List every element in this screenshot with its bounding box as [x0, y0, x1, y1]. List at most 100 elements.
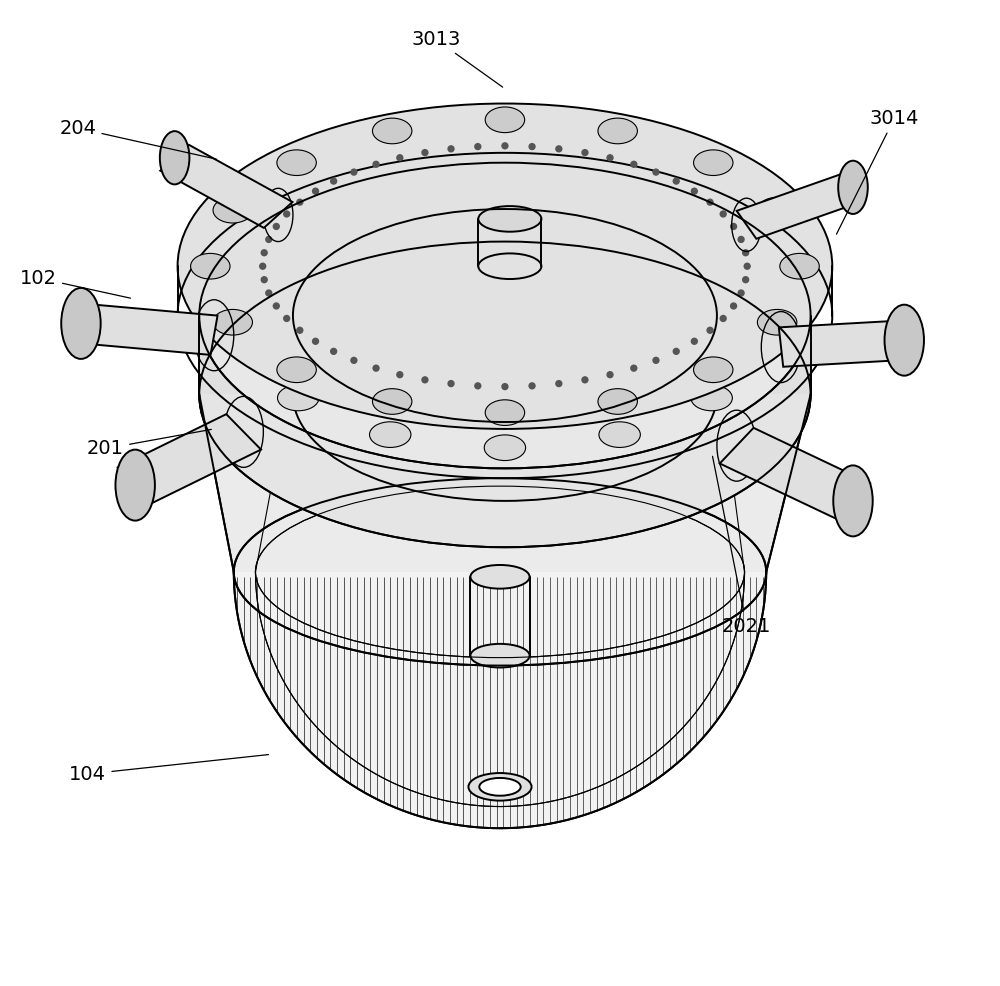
- Circle shape: [683, 375, 689, 382]
- Circle shape: [337, 239, 344, 246]
- Ellipse shape: [599, 183, 640, 209]
- Circle shape: [554, 205, 561, 212]
- Circle shape: [423, 415, 430, 422]
- Circle shape: [528, 203, 535, 210]
- Text: 2021: 2021: [713, 457, 771, 636]
- Circle shape: [284, 211, 290, 217]
- Circle shape: [475, 421, 482, 428]
- Circle shape: [307, 363, 314, 370]
- Circle shape: [707, 351, 714, 358]
- Circle shape: [528, 421, 535, 428]
- Circle shape: [653, 360, 659, 366]
- Ellipse shape: [470, 644, 530, 668]
- Circle shape: [722, 312, 728, 319]
- Circle shape: [339, 281, 345, 287]
- Circle shape: [405, 385, 411, 390]
- Circle shape: [501, 202, 508, 209]
- Circle shape: [743, 277, 749, 283]
- Circle shape: [373, 162, 379, 168]
- Ellipse shape: [885, 305, 924, 376]
- Circle shape: [691, 338, 697, 344]
- Circle shape: [665, 350, 671, 356]
- Circle shape: [399, 409, 406, 416]
- Circle shape: [502, 398, 508, 404]
- Circle shape: [637, 370, 643, 376]
- Polygon shape: [234, 478, 766, 828]
- Text: 3013: 3013: [411, 30, 503, 87]
- Circle shape: [582, 150, 588, 156]
- Circle shape: [428, 390, 433, 396]
- Circle shape: [356, 230, 362, 237]
- Circle shape: [674, 292, 680, 298]
- Ellipse shape: [479, 778, 521, 796]
- Polygon shape: [199, 316, 811, 394]
- Circle shape: [502, 233, 508, 239]
- Circle shape: [554, 419, 561, 426]
- Polygon shape: [160, 145, 292, 228]
- Circle shape: [707, 273, 714, 280]
- Ellipse shape: [61, 288, 101, 359]
- Circle shape: [552, 394, 558, 400]
- Circle shape: [325, 304, 331, 310]
- Circle shape: [351, 170, 357, 176]
- Circle shape: [576, 241, 582, 246]
- Ellipse shape: [484, 435, 526, 460]
- Circle shape: [428, 241, 433, 246]
- Circle shape: [696, 363, 703, 370]
- Circle shape: [448, 146, 454, 152]
- Circle shape: [599, 246, 605, 252]
- Ellipse shape: [301, 225, 708, 412]
- Ellipse shape: [484, 171, 526, 196]
- Ellipse shape: [468, 773, 532, 801]
- Circle shape: [744, 263, 750, 269]
- Circle shape: [738, 290, 744, 296]
- Ellipse shape: [277, 357, 316, 383]
- Circle shape: [297, 327, 303, 333]
- Text: 3014: 3014: [836, 108, 919, 234]
- Ellipse shape: [115, 450, 155, 521]
- Text: 204: 204: [59, 118, 216, 159]
- Polygon shape: [77, 304, 218, 355]
- Circle shape: [529, 144, 535, 150]
- Circle shape: [331, 348, 337, 354]
- Circle shape: [307, 261, 314, 268]
- Circle shape: [696, 261, 703, 268]
- Circle shape: [681, 316, 687, 321]
- Circle shape: [325, 327, 331, 333]
- Circle shape: [323, 316, 329, 321]
- Circle shape: [476, 234, 482, 240]
- Ellipse shape: [838, 161, 868, 214]
- Circle shape: [707, 327, 713, 333]
- Ellipse shape: [757, 197, 797, 223]
- Ellipse shape: [213, 197, 252, 223]
- Ellipse shape: [757, 310, 797, 335]
- Circle shape: [351, 360, 357, 366]
- Circle shape: [296, 273, 303, 280]
- Ellipse shape: [742, 332, 783, 358]
- Circle shape: [679, 304, 685, 310]
- Circle shape: [405, 246, 411, 252]
- Circle shape: [720, 325, 727, 332]
- Circle shape: [449, 419, 456, 426]
- Ellipse shape: [694, 357, 733, 383]
- Circle shape: [330, 339, 336, 345]
- Ellipse shape: [742, 273, 783, 299]
- Circle shape: [580, 209, 586, 216]
- Circle shape: [715, 286, 722, 293]
- Circle shape: [607, 372, 613, 378]
- Circle shape: [674, 339, 680, 345]
- Circle shape: [449, 205, 456, 212]
- Circle shape: [619, 253, 625, 259]
- Circle shape: [631, 162, 637, 168]
- Circle shape: [376, 402, 383, 409]
- Circle shape: [552, 237, 558, 243]
- Circle shape: [743, 249, 749, 255]
- Circle shape: [288, 286, 295, 293]
- Circle shape: [691, 188, 697, 194]
- Circle shape: [580, 415, 586, 422]
- Circle shape: [283, 299, 290, 306]
- Circle shape: [337, 386, 344, 392]
- Circle shape: [619, 378, 625, 384]
- Circle shape: [647, 394, 654, 401]
- Circle shape: [673, 348, 679, 354]
